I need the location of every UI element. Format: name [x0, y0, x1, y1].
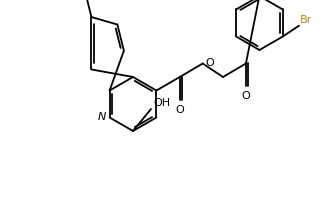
Text: O: O — [175, 105, 184, 115]
Text: N: N — [97, 112, 106, 123]
Text: O: O — [242, 91, 250, 101]
Text: Br: Br — [300, 15, 312, 25]
Text: O: O — [206, 58, 214, 69]
Text: OH: OH — [153, 98, 170, 108]
